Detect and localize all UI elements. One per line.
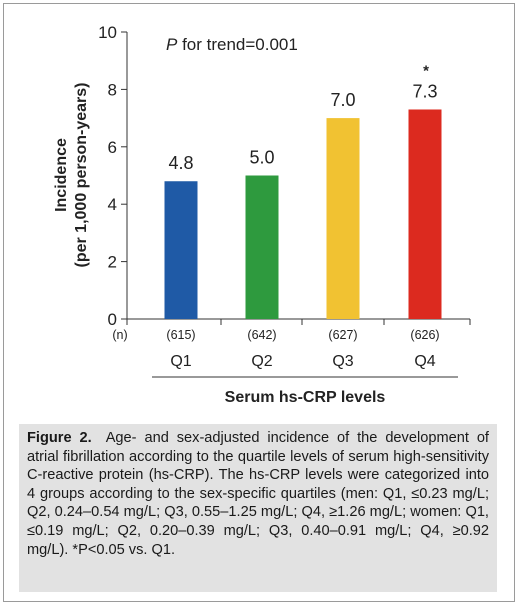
trend-annotation: P for trend=0.001 (166, 35, 298, 54)
labels: 0 2 4 6 8 10 Incidence (per 1,000 person-years)… (53, 23, 440, 406)
category-label-q3: Q3 (332, 353, 353, 370)
n-value-q3: (627) (328, 328, 357, 342)
category-label-q4: Q4 (414, 353, 435, 370)
bar-chart: 0 2 4 6 8 10 Incidence (per 1,000 person-years)… (53, 23, 471, 406)
y-tick-label-6: 6 (108, 138, 117, 157)
value-label-q4: 7.3 (412, 81, 437, 101)
bar-q2 (245, 175, 279, 319)
y-tick-label-8: 8 (108, 80, 117, 99)
figure-caption: Figure 2. Age- and sex-adjusted incidence… (19, 424, 497, 592)
caption-label: Figure 2. (27, 430, 92, 446)
y-axis-label: Incidence (53, 138, 70, 212)
value-label-q2: 5.0 (249, 148, 274, 168)
n-label: (n) (112, 328, 127, 342)
n-value-q1: (615) (166, 328, 195, 342)
y-tick-label-10: 10 (98, 23, 117, 42)
significance-marker-q4: * (423, 62, 429, 79)
y-tick-label-0: 0 (108, 310, 117, 329)
bar-q1 (164, 181, 198, 319)
y-tick-label-2: 2 (108, 253, 117, 272)
x-axis-label: Serum hs-CRP levels (225, 389, 386, 406)
bars (164, 109, 442, 320)
category-label-q2: Q2 (251, 353, 272, 370)
y-tick-label-4: 4 (108, 195, 117, 214)
bar-q3 (326, 118, 360, 319)
value-label-q1: 4.8 (168, 153, 193, 173)
n-value-q2: (642) (247, 328, 276, 342)
caption-text: Age- and sex-adjusted incidence of the d… (27, 430, 489, 558)
value-label-q3: 7.0 (330, 90, 355, 110)
n-value-q4: (626) (410, 328, 439, 342)
category-label-q1: Q1 (170, 353, 191, 370)
bar-q4 (408, 109, 442, 320)
y-axis-sublabel: (per 1,000 person-years) (73, 83, 90, 268)
